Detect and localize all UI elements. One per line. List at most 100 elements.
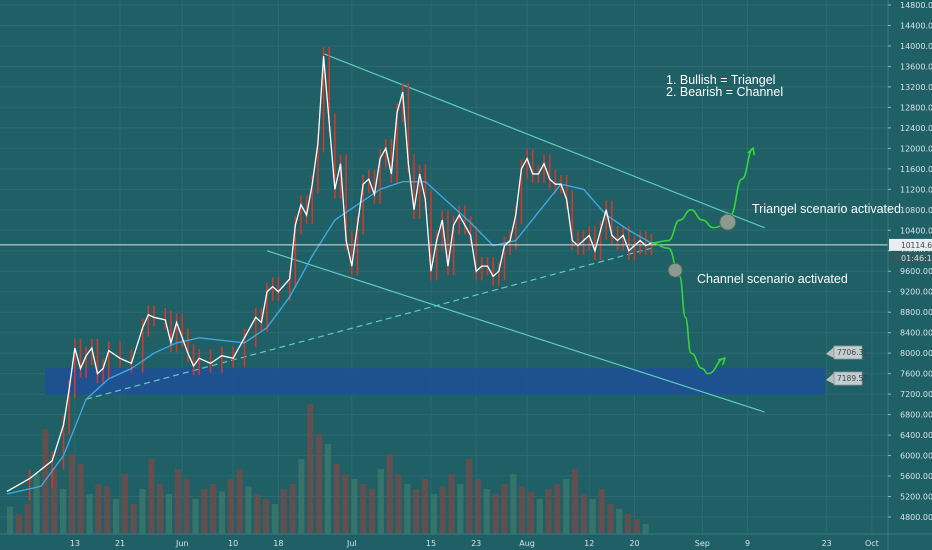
volume-bar: [519, 486, 526, 534]
volume-bar: [589, 499, 596, 534]
volume-bar: [536, 499, 543, 534]
x-tick-label: Jun: [175, 539, 189, 548]
volume-bar: [104, 486, 111, 534]
volume-bar: [192, 499, 199, 534]
volume-bar: [360, 484, 367, 534]
zone-high-callout-label: 7706.32: [837, 348, 868, 357]
y-tick-label: 7600.00: [900, 370, 932, 379]
volume-bar: [95, 484, 102, 534]
volume-bar: [15, 514, 23, 534]
y-tick-label: 8000.00: [900, 349, 932, 358]
volume-bar: [421, 479, 429, 534]
y-tick-label: 5200.00: [900, 493, 932, 502]
volume-bar: [351, 479, 358, 534]
x-tick-label: 21: [115, 539, 125, 548]
volume-bar: [227, 479, 234, 534]
volume-bar: [368, 489, 376, 534]
volume-bar: [545, 489, 552, 534]
volume-bar: [377, 469, 384, 534]
volume-bar: [624, 514, 632, 534]
triangle-support-line: [85, 247, 652, 400]
zone-high-callout-box: [833, 345, 863, 360]
volume-bar: [51, 469, 58, 534]
volume-bar: [112, 499, 120, 534]
volume-bar: [130, 504, 137, 534]
price-line: [6, 56, 652, 492]
volume-bar: [439, 486, 446, 534]
volume-bar: [580, 494, 587, 534]
countdown-label: 01:46:15: [901, 254, 932, 263]
volume-bar: [210, 484, 217, 534]
current-price-label: 10114.66: [901, 241, 932, 250]
x-tick-label: 10: [228, 539, 238, 548]
x-tick-label: Oct: [865, 539, 879, 548]
countdown-tag: [889, 251, 932, 264]
support-zone-rect: [45, 368, 825, 395]
bullish-arrowhead: [747, 146, 756, 156]
volume-bar: [254, 494, 261, 534]
y-tick-label: 6400.00: [900, 431, 932, 440]
x-tick-label: 13: [70, 539, 80, 548]
channel-lower-line: [266, 250, 765, 413]
x-tick-label: Aug: [519, 539, 535, 548]
current-price-tag: [889, 238, 932, 251]
volume-bar: [298, 459, 305, 534]
volume-bar: [598, 489, 605, 534]
y-tick-label: 14800.00: [900, 1, 932, 10]
volume-bar: [492, 494, 499, 534]
y-tick-label: 9600.00: [900, 267, 932, 276]
y-tick-label: 11600.00: [900, 165, 932, 174]
volume-bars: [7, 404, 649, 534]
volume-bar: [430, 494, 437, 534]
volume-bar: [157, 484, 164, 534]
volume-bar: [165, 494, 173, 534]
y-tick-label: 12400.00: [900, 124, 932, 133]
y-tick-label: 14400.00: [900, 21, 932, 30]
volume-bar: [201, 489, 208, 534]
x-tick-label: Sep: [695, 539, 710, 548]
y-tick-label: 10000.00: [900, 247, 932, 256]
volume-bar: [280, 489, 287, 534]
zone-low-callout-label: 7189.57: [837, 374, 868, 383]
volume-bar: [333, 464, 340, 534]
volume-bar: [324, 444, 331, 534]
volume-bar: [271, 504, 279, 534]
volume-bar: [571, 469, 579, 534]
moving-average-line: [6, 180, 652, 495]
volume-bar: [59, 489, 67, 534]
y-tick-label: 13600.00: [900, 62, 932, 71]
volume-bar: [148, 459, 155, 534]
volume-bar: [607, 504, 614, 534]
volume-bar: [395, 474, 402, 534]
volume-bar: [563, 479, 570, 534]
volume-bar: [183, 479, 190, 534]
y-tick-label: 6800.00: [900, 411, 932, 420]
y-tick-label: 7200.00: [900, 390, 932, 399]
volume-bar: [218, 491, 226, 534]
y-tick-label: 12800.00: [900, 103, 932, 112]
bullish-scenario-path: [651, 147, 754, 244]
price-line: [0, 56, 888, 492]
zone-low-callout-pointer: [826, 373, 834, 384]
volume-bar: [457, 484, 464, 534]
volume-bar: [474, 479, 482, 534]
bearish-scenario-path: [651, 242, 726, 375]
y-tick-label: 10800.00: [900, 206, 932, 215]
support-zone: [45, 368, 825, 395]
volume-bar: [483, 489, 490, 534]
y-tick-label: 8800.00: [900, 308, 932, 317]
zone-low-callout-box: [833, 371, 863, 386]
moving-average: [6, 180, 652, 495]
x-tick-label: 12: [584, 539, 594, 548]
channel-upper-line: [323, 53, 765, 229]
volume-bar: [236, 469, 243, 534]
annotations: 1. Bullish = Triangel 2. Bearish = Chann…: [666, 73, 901, 286]
y-tick-label: 4800.00: [900, 513, 932, 522]
y-tick-label: 11200.00: [900, 185, 932, 194]
x-tick-label: 18: [273, 539, 283, 548]
volume-bar: [554, 484, 561, 534]
